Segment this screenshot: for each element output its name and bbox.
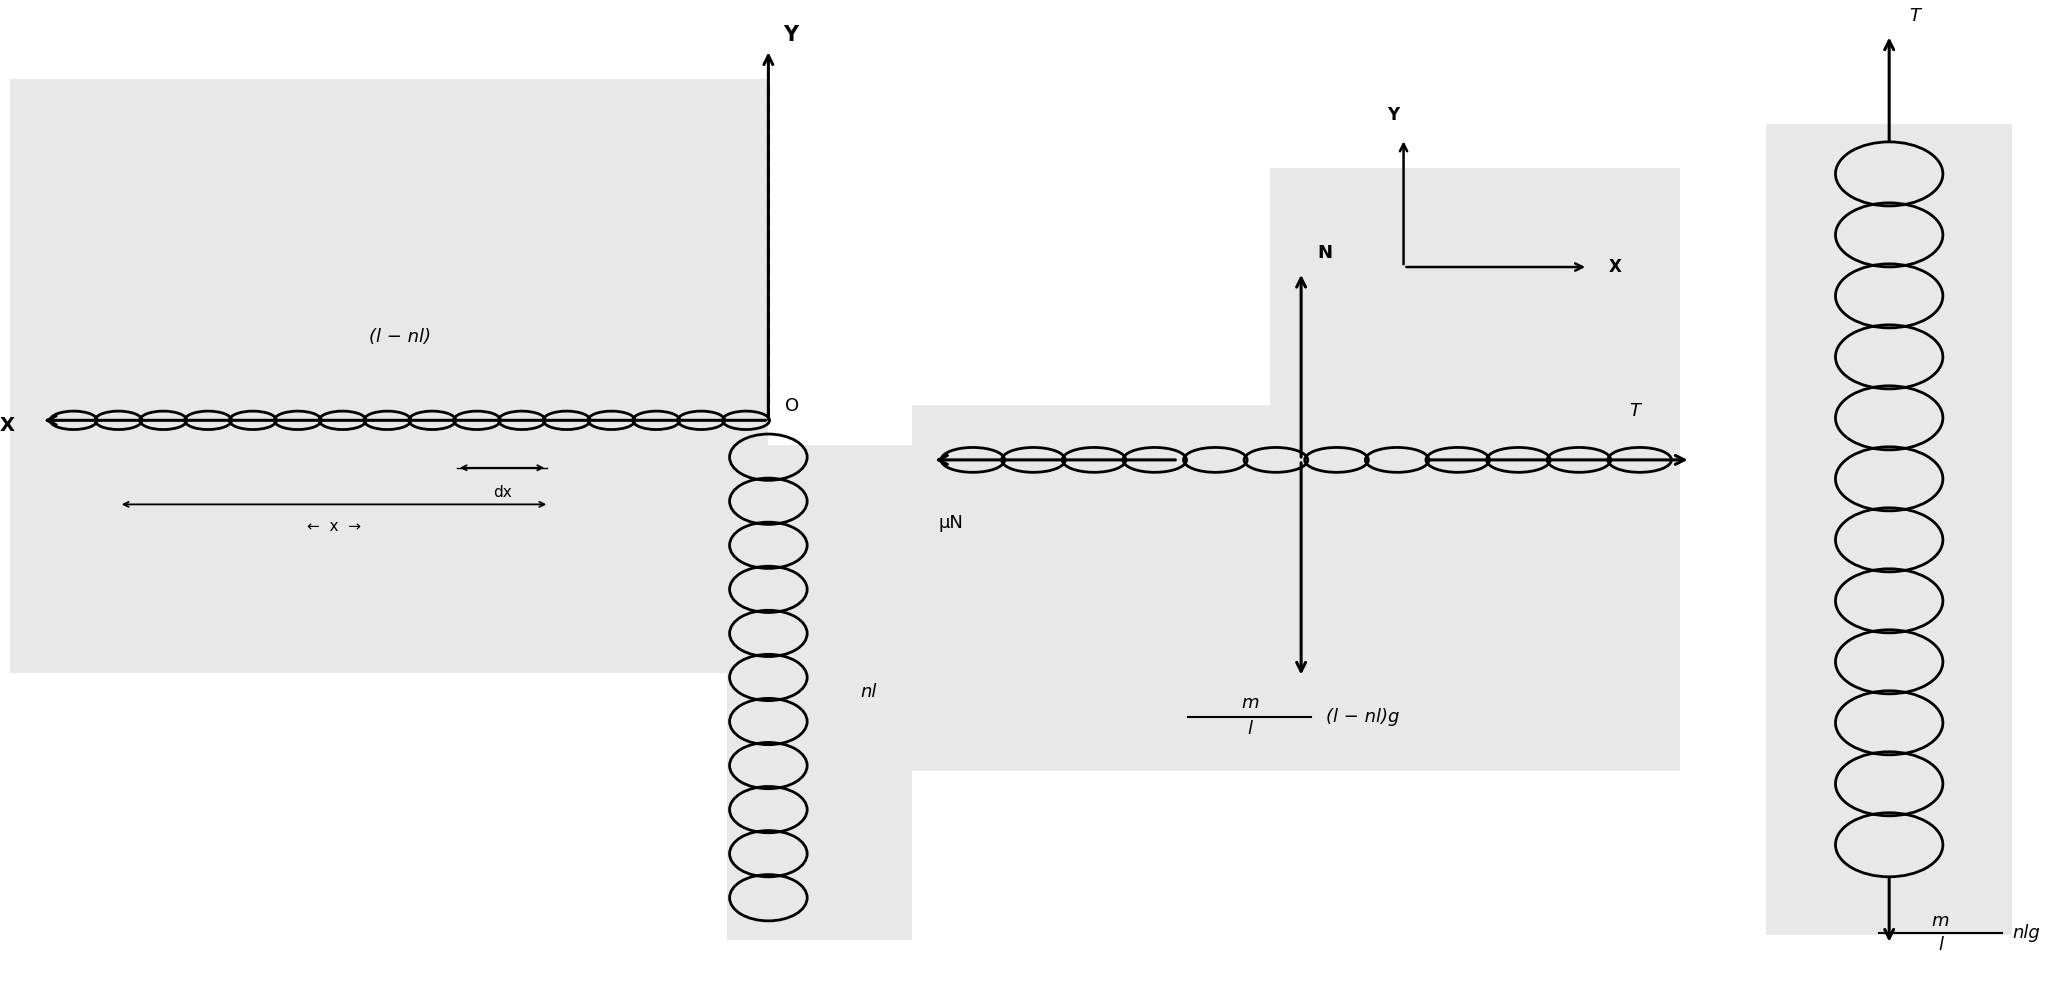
Text: T: T bbox=[1629, 403, 1639, 420]
Text: (l − nl): (l − nl) bbox=[369, 328, 430, 346]
Bar bbox=[727, 445, 912, 940]
Text: Y: Y bbox=[783, 25, 797, 45]
Text: nlg: nlg bbox=[2012, 924, 2041, 942]
Text: dx: dx bbox=[492, 485, 512, 499]
Bar bbox=[1766, 124, 2012, 935]
Text: O: O bbox=[785, 398, 799, 415]
Text: l: l bbox=[1938, 936, 1942, 953]
Text: μN: μN bbox=[938, 514, 963, 532]
Text: m: m bbox=[1932, 912, 1949, 930]
Text: (l − nl)g: (l − nl)g bbox=[1326, 708, 1399, 726]
Text: l: l bbox=[1248, 720, 1252, 738]
Text: T: T bbox=[1910, 7, 1920, 25]
Bar bbox=[912, 405, 1680, 771]
Text: X: X bbox=[1608, 258, 1621, 276]
Bar bbox=[10, 79, 768, 673]
Text: ←  x  →: ← x → bbox=[307, 519, 361, 534]
Text: nl: nl bbox=[861, 683, 877, 701]
Bar bbox=[1270, 168, 1680, 405]
Text: m: m bbox=[1242, 694, 1258, 712]
Text: X: X bbox=[0, 415, 14, 435]
Text: Y: Y bbox=[1387, 106, 1399, 124]
Text: N: N bbox=[1318, 244, 1332, 262]
